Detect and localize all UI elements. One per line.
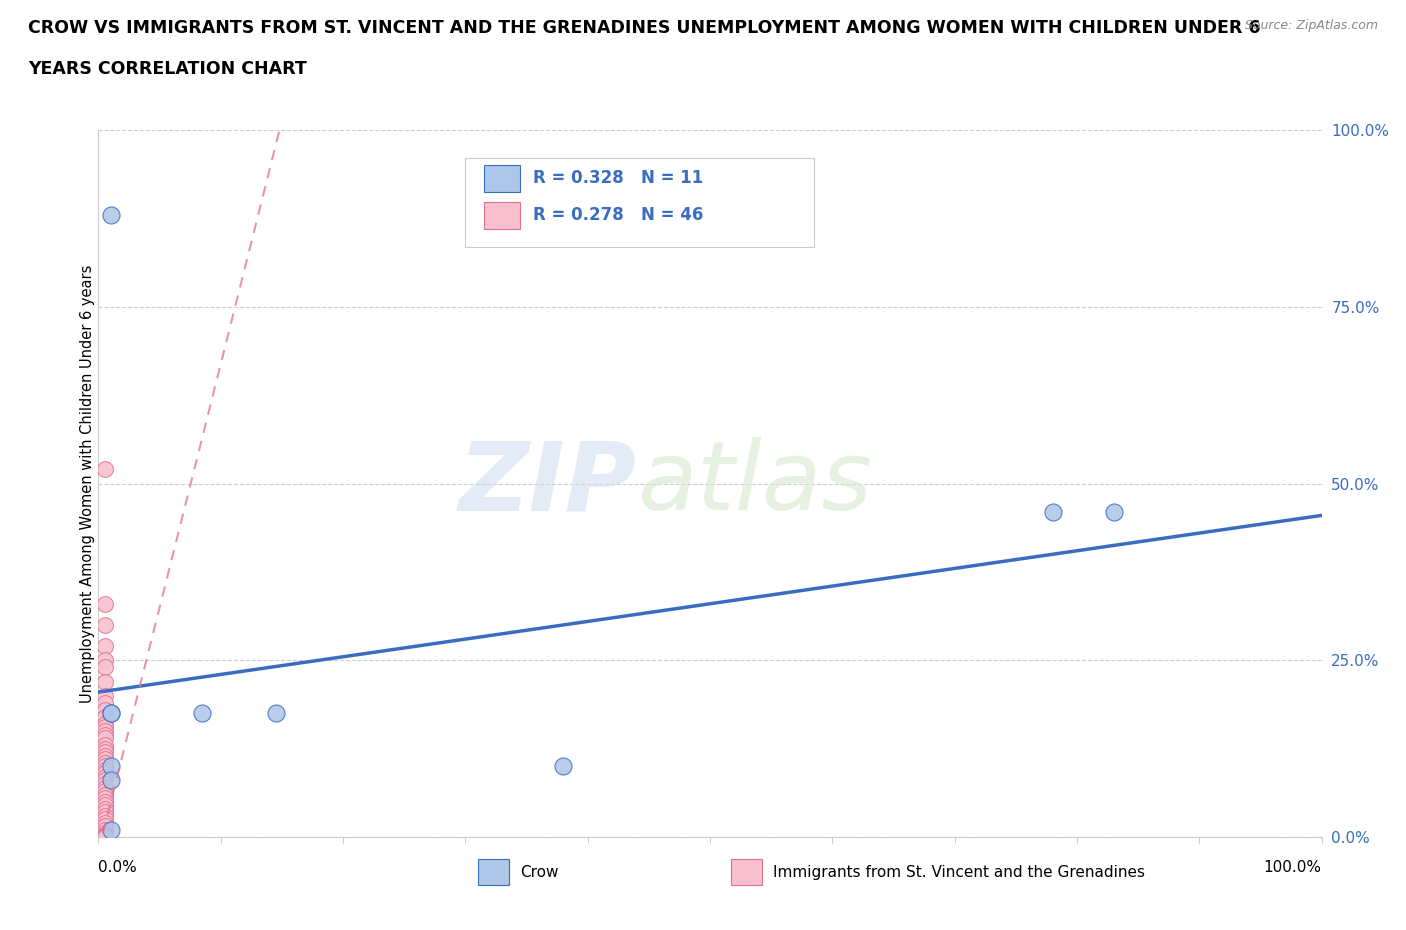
Point — [93, 773, 115, 788]
Point — [93, 720, 115, 735]
Point — [93, 710, 115, 724]
Text: atlas: atlas — [637, 437, 872, 530]
Point — [93, 688, 115, 703]
Point — [93, 804, 115, 819]
Point — [93, 819, 115, 834]
Point — [93, 716, 115, 731]
Text: 0.0%: 0.0% — [98, 860, 138, 875]
Point — [100, 207, 122, 222]
Text: ZIP: ZIP — [458, 437, 637, 530]
Point — [100, 773, 122, 788]
Text: R = 0.328   N = 11: R = 0.328 N = 11 — [533, 168, 703, 187]
Y-axis label: Unemployment Among Women with Children Under 6 years: Unemployment Among Women with Children U… — [80, 264, 94, 703]
Text: YEARS CORRELATION CHART: YEARS CORRELATION CHART — [28, 60, 307, 78]
Text: 100.0%: 100.0% — [1264, 860, 1322, 875]
Point — [93, 798, 115, 813]
Point — [100, 706, 122, 721]
Point — [93, 787, 115, 802]
Point — [264, 706, 287, 721]
Point — [93, 749, 115, 764]
Point — [100, 706, 122, 721]
Point — [93, 596, 115, 611]
Point — [93, 751, 115, 766]
Text: Crow: Crow — [520, 865, 558, 880]
Text: R = 0.278   N = 46: R = 0.278 N = 46 — [533, 206, 703, 224]
Text: CROW VS IMMIGRANTS FROM ST. VINCENT AND THE GRENADINES UNEMPLOYMENT AMONG WOMEN : CROW VS IMMIGRANTS FROM ST. VINCENT AND … — [28, 19, 1261, 36]
Point — [93, 727, 115, 742]
Point — [93, 808, 115, 823]
Point — [93, 766, 115, 781]
Point — [93, 822, 115, 837]
Point — [93, 763, 115, 777]
Point — [93, 674, 115, 689]
Point — [93, 794, 115, 809]
Point — [93, 812, 115, 827]
Text: Source: ZipAtlas.com: Source: ZipAtlas.com — [1244, 19, 1378, 32]
Point — [1102, 504, 1125, 519]
Point — [553, 759, 575, 774]
Point — [93, 660, 115, 675]
Point — [93, 653, 115, 668]
Point — [1042, 504, 1064, 519]
Point — [93, 737, 115, 752]
Point — [93, 741, 115, 756]
Point — [93, 731, 115, 746]
Point — [93, 618, 115, 632]
Point — [191, 706, 214, 721]
Point — [100, 759, 122, 774]
Point — [93, 790, 115, 805]
Point — [93, 816, 115, 830]
Point — [93, 639, 115, 654]
FancyBboxPatch shape — [465, 158, 814, 246]
Point — [93, 769, 115, 784]
Point — [93, 830, 115, 844]
Point — [93, 780, 115, 795]
Point — [93, 802, 115, 817]
Point — [93, 828, 115, 843]
Point — [93, 702, 115, 717]
Point — [93, 724, 115, 738]
Point — [93, 462, 115, 477]
Point — [100, 822, 122, 837]
Point — [93, 829, 115, 844]
FancyBboxPatch shape — [484, 165, 520, 192]
Point — [93, 759, 115, 774]
Point — [93, 755, 115, 770]
Point — [93, 826, 115, 841]
Point — [93, 745, 115, 760]
Point — [93, 777, 115, 791]
FancyBboxPatch shape — [484, 203, 520, 229]
Point — [93, 784, 115, 799]
Point — [93, 696, 115, 711]
Text: Immigrants from St. Vincent and the Grenadines: Immigrants from St. Vincent and the Gren… — [773, 865, 1146, 880]
Point — [93, 830, 115, 844]
